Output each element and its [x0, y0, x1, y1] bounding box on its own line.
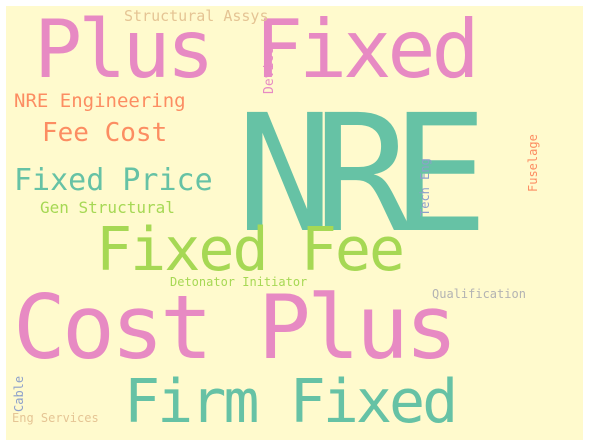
- word-structural-assys: Structural Assys: [124, 7, 269, 25]
- word-fuselage: Fuselage: [526, 134, 540, 192]
- word-cable: Cable: [12, 375, 26, 412]
- word-detonator-initiator: Detonator Initiator: [170, 275, 308, 289]
- word-firm-fixed: Firm Fixed: [124, 367, 458, 437]
- word-qualification: Qualification: [432, 287, 526, 301]
- word-eng-services: Eng Services: [12, 411, 99, 425]
- word-fixed-price: Fixed Price: [14, 163, 213, 198]
- word-gen-structural: Gen Structural: [40, 198, 175, 217]
- word-fixed-fee: Fixed Fee: [96, 215, 405, 285]
- word-cloud: NRE Plus Fixed Cost Plus Fixed Fee Firm …: [6, 6, 583, 440]
- word-cost-plus: Cost Plus: [13, 276, 458, 379]
- word-tech-eng: Tech Eng: [418, 158, 432, 216]
- word-plus-fixed: Plus Fixed: [34, 6, 480, 96]
- word-nre: NRE: [236, 81, 489, 269]
- word-device: Device: [262, 47, 277, 94]
- word-nre-engineering: NRE Engineering: [14, 90, 186, 112]
- word-fee-cost: Fee Cost: [42, 118, 168, 148]
